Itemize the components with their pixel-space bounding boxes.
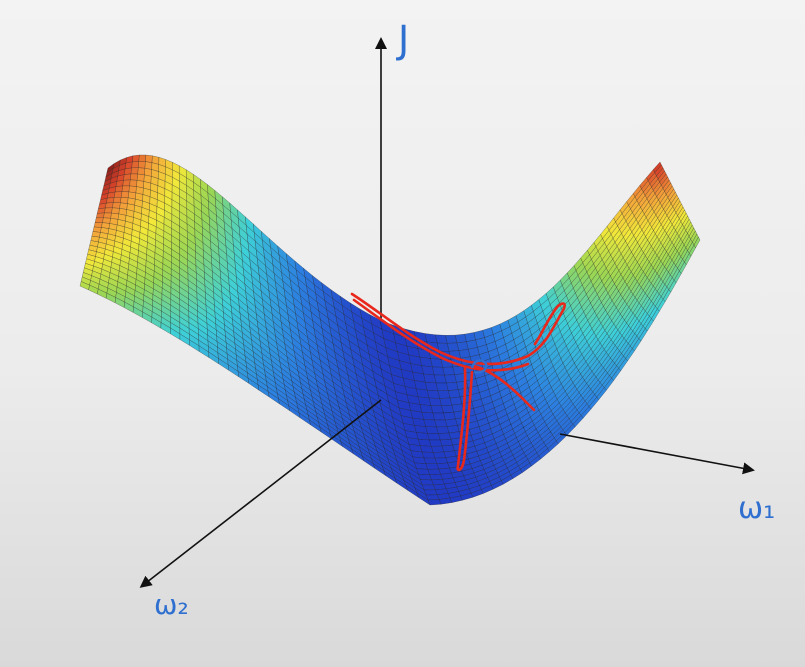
- surface-cell-631: [104, 207, 113, 214]
- surface-cell-947: [427, 433, 441, 441]
- surface-cell-632: [111, 207, 120, 215]
- surface-cell-529: [437, 390, 451, 399]
- surface-cell-1366: [427, 468, 442, 475]
- surface-cell-460: [446, 382, 459, 391]
- surface-cell-1575: [421, 484, 436, 491]
- surface-cell-598: [428, 397, 442, 407]
- w2-axis-label: ω₂: [154, 588, 189, 621]
- annotation-curve-left: [456, 366, 474, 472]
- w2-axis-line: [139, 399, 382, 588]
- surface-cell-700: [95, 212, 105, 219]
- surface-cell-145: [137, 167, 146, 176]
- red-annotation-strokes: [350, 292, 566, 472]
- surface-cell-1505: [420, 479, 434, 486]
- surface-cell-599: [439, 397, 453, 407]
- surface-cell-1017: [429, 439, 443, 447]
- surface-cell-878: [436, 426, 450, 434]
- surface-cell-738: [432, 412, 446, 421]
- surface-cell-492: [113, 196, 122, 204]
- surface-cell-423: [120, 191, 130, 199]
- surface-cell-840: [93, 222, 103, 228]
- w1-axis-line: [559, 433, 755, 475]
- surface-cell-669: [441, 404, 455, 414]
- surface-cell-213: [123, 173, 132, 181]
- annotation-curve-lower: [352, 298, 530, 372]
- surface-cell-1785: [427, 499, 442, 506]
- w1-axis-label: ω₁: [738, 491, 775, 526]
- surface-cell-1715: [425, 494, 440, 501]
- surface-cell-283: [122, 179, 131, 187]
- surface-mesh: [79, 154, 701, 506]
- surface-cell-214: [130, 173, 138, 181]
- surface-cell-144: [130, 167, 139, 175]
- surface-cell-491: [106, 197, 115, 204]
- surface-cell-353: [121, 185, 130, 193]
- surface-cell-75: [138, 161, 146, 169]
- surface-cell-1296: [425, 463, 440, 470]
- surface-cell-422: [113, 191, 123, 198]
- axes-front: [139, 399, 755, 588]
- j-axis-label: J: [396, 18, 409, 62]
- surface-cell-1819: [693, 236, 701, 249]
- surface-cell-389: [433, 374, 447, 384]
- surface-cell-143: [124, 167, 132, 175]
- surface-cell-808: [434, 419, 448, 428]
- surface-cell-948: [438, 432, 452, 441]
- surface-cell-5: [138, 154, 147, 162]
- surface-cell-1645: [423, 489, 438, 496]
- surface-cell-701: [103, 212, 112, 219]
- surface-cell-390: [444, 374, 457, 384]
- surface-cell-6: [145, 154, 153, 163]
- surface-cell-1227: [434, 457, 449, 465]
- surface-cell-770: [94, 217, 104, 223]
- surface-cell-1087: [430, 445, 445, 453]
- surface-cell-352: [114, 185, 124, 193]
- surface-cell-74: [131, 161, 140, 169]
- surface-cell-877: [425, 426, 439, 434]
- surface-cell-321: [452, 365, 465, 375]
- surface-cell-284: [129, 179, 138, 187]
- surface-cell-561: [105, 202, 114, 209]
- surface-cell-562: [112, 202, 121, 209]
- surface-cell-1226: [423, 457, 438, 465]
- surface-cell-739: [443, 411, 456, 421]
- annotation-curve-upper: [350, 292, 566, 366]
- surface-cell-1436: [429, 474, 443, 481]
- annotation-curve-right: [472, 364, 536, 412]
- surface-cell-630: [96, 207, 106, 214]
- surface-cell-1157: [432, 451, 447, 459]
- surface-cell-4: [132, 154, 140, 163]
- blue-scribble: [470, 359, 488, 374]
